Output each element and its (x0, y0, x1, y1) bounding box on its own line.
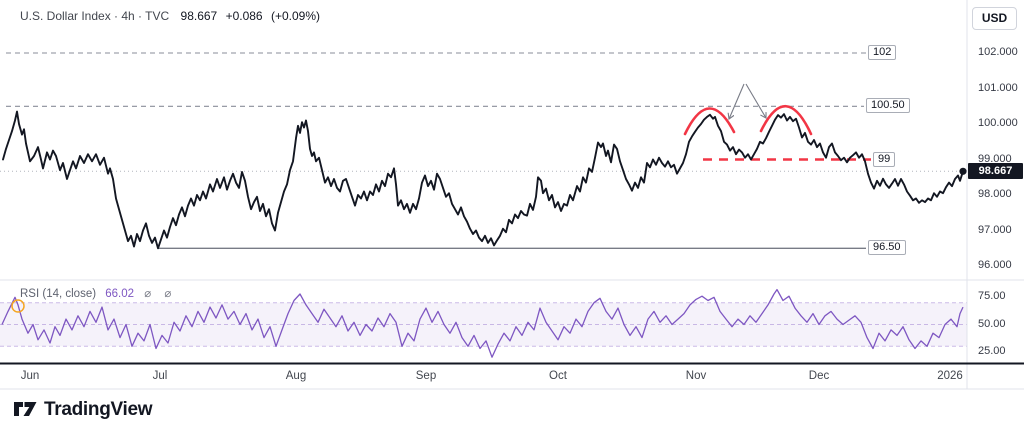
time-tick-Jun: Jun (20, 370, 40, 382)
price-change-pct: (+0.09%) (270, 9, 320, 23)
symbol-legend[interactable]: U.S. Dollar Index · 4h · TVC 98.667 +0.0… (20, 9, 325, 23)
rsi-tick-75: 75.00 (978, 290, 1006, 303)
price-tick-102: 102.000 (978, 46, 1018, 58)
time-tick-Oct: Oct (549, 370, 567, 382)
rsi-source-icons[interactable]: ⌀ ⌀ (144, 288, 177, 300)
symbol-title: U.S. Dollar Index · 4h · TVC (20, 9, 170, 23)
time-tick-2026: 2026 (937, 370, 963, 382)
level-label-100.50[interactable]: 100.50 (866, 98, 910, 114)
tradingview-logo-text: TradingView (44, 399, 153, 420)
price-tick-98: 98.000 (978, 188, 1012, 200)
rsi-value: 66.02 (105, 288, 135, 300)
rsi-tick-25: 25.00 (978, 344, 1006, 357)
last-price: 98.667 (180, 9, 218, 23)
currency-toggle-button[interactable]: USD (972, 7, 1017, 30)
price-tick-100: 100.000 (978, 117, 1018, 129)
time-tick-Dec: Dec (808, 370, 830, 382)
rsi-indicator-name: RSI (14, close) (20, 288, 97, 300)
time-tick-Jul: Jul (152, 370, 168, 382)
price-tick-97: 97.000 (978, 223, 1012, 236)
level-label-96.50[interactable]: 96.50 (868, 240, 906, 256)
time-tick-Aug: Aug (285, 370, 307, 382)
price-tick-101: 101.000 (978, 81, 1018, 94)
tradingview-logo[interactable]: TradingView (14, 399, 153, 421)
price-values: 98.667 +0.086 (+0.09%) (181, 9, 325, 23)
time-tick-Sep: Sep (415, 370, 437, 382)
rsi-tick-50: 50.00 (978, 317, 1006, 330)
level-label-99[interactable]: 99 (873, 151, 896, 167)
rsi-legend: RSI (14, close) 66.02 ⌀ ⌀ (20, 286, 176, 300)
time-tick-Nov: Nov (685, 370, 707, 382)
price-change: +0.086 (225, 9, 263, 23)
current-price-badge: 98.667 (968, 163, 1023, 180)
price-tick-96: 96.000 (978, 259, 1012, 271)
price-tick-99: 99.000 (978, 152, 1012, 165)
level-label-102[interactable]: 102 (868, 45, 897, 60)
tradingview-logo-icon (14, 401, 37, 416)
